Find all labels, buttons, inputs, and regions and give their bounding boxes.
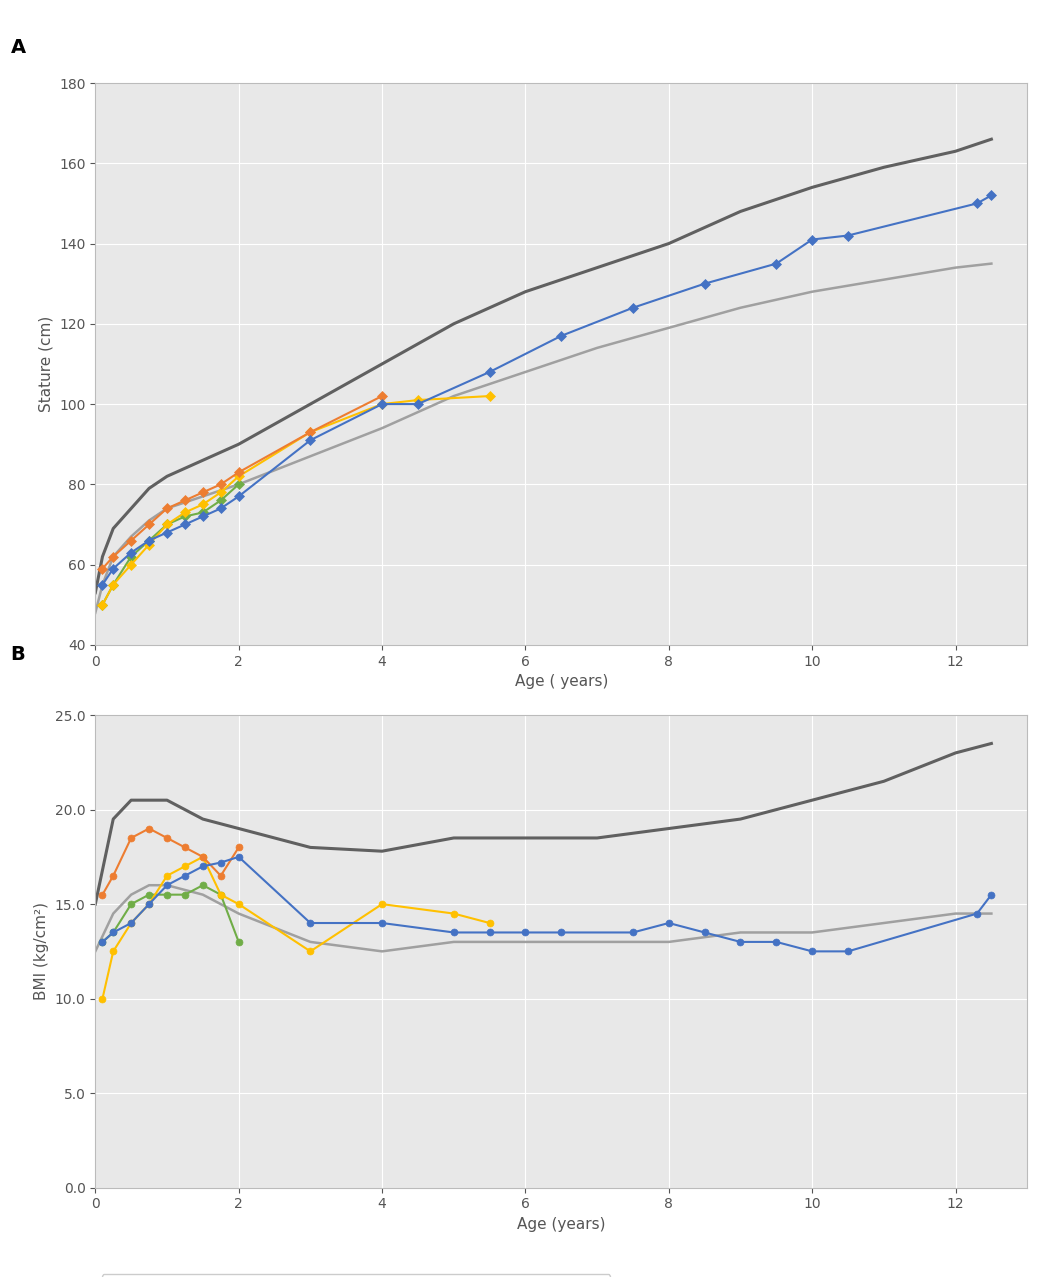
Y-axis label: BMI (kg/cm²): BMI (kg/cm²)	[34, 903, 50, 1000]
Legend: Stature P1, Stature P2, Stature P3, Stature P4, - 2  SD, + 2  SD: Stature P1, Stature P2, Stature P3, Stat…	[102, 724, 718, 750]
Text: B: B	[11, 645, 25, 664]
Text: A: A	[11, 38, 25, 57]
X-axis label: Age ( years): Age ( years)	[515, 674, 608, 690]
X-axis label: Age (years): Age (years)	[517, 1217, 606, 1232]
Y-axis label: Stature (cm): Stature (cm)	[38, 315, 54, 412]
Legend: BMI P1, BMI P2, BMI P3, BMI P4, - 2SD, + 2SD: BMI P1, BMI P2, BMI P3, BMI P4, - 2SD, +…	[102, 1274, 610, 1277]
